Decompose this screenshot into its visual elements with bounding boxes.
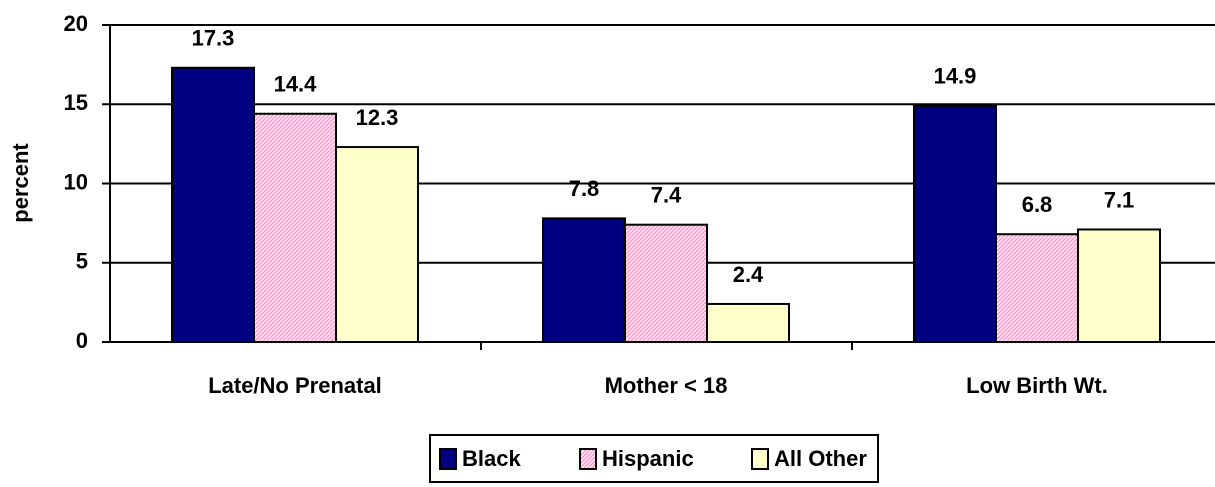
y-tick-label: 15 (64, 90, 88, 115)
value-label: 6.8 (1022, 192, 1053, 217)
bar (624, 223, 708, 344)
bar (995, 233, 1079, 343)
bar (253, 112, 337, 344)
legend-swatch (579, 448, 597, 470)
value-label: 7.8 (569, 176, 600, 201)
legend-swatch (439, 448, 457, 470)
value-label: 12.3 (356, 105, 399, 130)
x-tick-label: Mother < 18 (605, 373, 728, 398)
legend-label: Black (462, 446, 521, 471)
bar (542, 217, 626, 343)
legend-box (429, 434, 879, 483)
y-axis-label: percent (8, 143, 33, 223)
bar (335, 146, 419, 343)
bar (913, 104, 997, 343)
y-tick-label: 0 (76, 328, 88, 353)
legend-label: All Other (774, 446, 867, 471)
value-label: 7.4 (651, 183, 682, 208)
y-tick-label: 5 (76, 249, 88, 274)
y-tick-label: 10 (64, 169, 88, 194)
legend-label: Hispanic (602, 446, 694, 471)
x-tick-label: Low Birth Wt. (966, 373, 1108, 398)
x-tick-label: Late/No Prenatal (208, 373, 382, 398)
value-label: 14.9 (934, 64, 977, 89)
value-label: 2.4 (733, 262, 764, 287)
legend-swatch (751, 448, 769, 470)
bar (171, 66, 255, 343)
value-label: 14.4 (274, 72, 318, 97)
value-label: 7.1 (1104, 187, 1135, 212)
value-label: 17.3 (192, 26, 235, 51)
y-tick-label: 20 (64, 11, 88, 36)
bar (706, 302, 790, 343)
bar (1077, 228, 1161, 343)
